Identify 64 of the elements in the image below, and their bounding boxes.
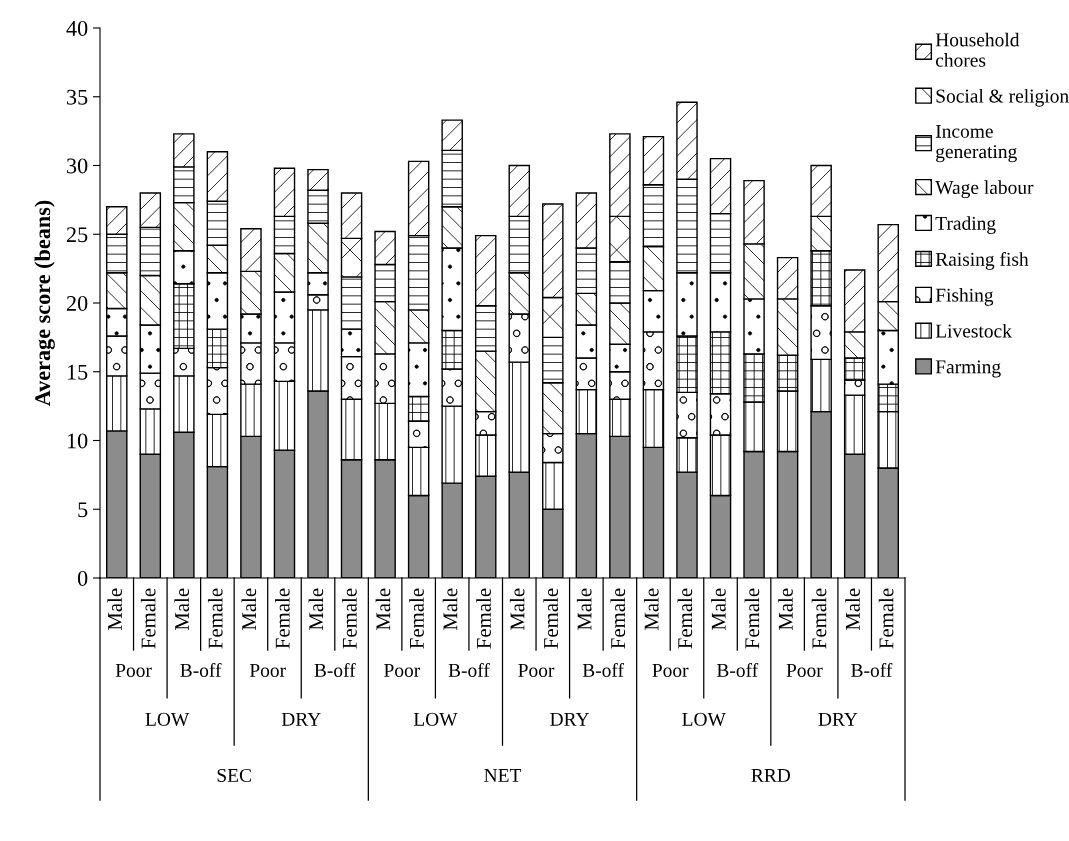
x-tick-label: Male [107,588,122,631]
x-tick-label: Female [476,588,491,649]
text: DRY [818,712,858,726]
legend-label: Farming [935,360,1001,378]
legend-label: Fishing [935,288,994,306]
legend-label: Income generating [935,124,1017,163]
text: Poor [249,663,286,677]
y-tick-label: 15 [67,364,88,380]
text: DRY [550,712,590,726]
y-tick-label: 40 [66,20,88,36]
x-tick-label: Male [509,588,525,631]
legend-label: Wage labour [935,180,1034,199]
y-tick-label: 20 [66,295,88,311]
x-tick-label: Female [610,588,626,649]
x-tick-label: Male [576,588,592,631]
text: LOW [413,712,458,726]
y-tick-label: 5 [78,502,88,518]
text: B-off [448,663,490,677]
y-tick-label: 30 [67,158,88,174]
x-tick-label: Female [342,588,357,649]
text: Poor [652,663,689,677]
text: NET [484,769,522,782]
text: B-off [314,663,356,677]
text: LOW [682,712,726,726]
x-tick-label: Female [744,588,760,649]
x-tick-label: Male [375,588,391,631]
text: Poor [384,663,421,677]
text: RRD [751,769,791,782]
y-axis-title: Average score (beans) [34,200,55,407]
legend-label: Livestock [935,323,1012,338]
legend-label: Raising fish [935,251,1029,270]
x-tick-label: Female [207,588,223,649]
x-tick-label: Female [275,588,290,649]
text: B-off [180,663,222,677]
text: B-off [716,663,759,677]
y-tick-label: 25 [66,227,88,243]
y-tick-label: 10 [67,433,88,449]
text: B-off [582,663,625,677]
text: DRY [281,712,321,726]
x-tick-label: Male [442,588,458,631]
x-tick-label: Female [878,588,894,649]
x-tick-label: Male [711,588,726,631]
text: Poor [518,663,555,677]
legend-label: Social & religion [936,88,1069,107]
legend-label: Trading [935,216,996,234]
legend-label: Household chores [935,32,1020,67]
x-tick-label: Female [677,588,693,649]
x-tick-label: Male [308,588,324,631]
text: B-off [851,663,893,677]
x-tick-label: Female [140,588,156,649]
x-tick-label: Female [409,588,424,649]
text: LOW [145,712,190,726]
text: Poor [786,663,823,677]
x-tick-label: Male [845,588,860,631]
text: Poor [115,663,152,677]
x-tick-label: Female [811,588,827,649]
y-tick-label: 0 [77,570,88,586]
x-tick-label: Male [778,588,793,631]
x-tick-label: Male [643,588,659,631]
x-tick-label: Male [241,588,257,631]
x-tick-label: Female [543,588,559,649]
y-tick-label: 35 [67,89,88,105]
x-tick-label: Male [174,588,190,631]
text: SEC [217,768,251,782]
